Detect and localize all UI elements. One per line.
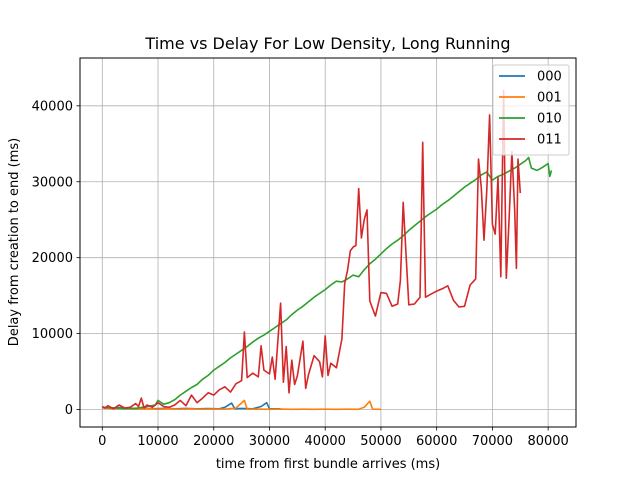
x-tick-label: 70000 xyxy=(472,434,513,449)
x-tick-label: 20000 xyxy=(193,434,234,449)
legend-label-010: 010 xyxy=(537,112,562,127)
grid xyxy=(80,58,576,427)
y-tick-label: 20000 xyxy=(32,251,73,266)
plot-frame xyxy=(79,57,577,428)
legend-label-011: 011 xyxy=(537,133,562,148)
x-tick-label: 80000 xyxy=(527,434,568,449)
x-tick-label: 10000 xyxy=(137,434,178,449)
x-tick-label: 0 xyxy=(98,434,106,449)
x-tick-label: 60000 xyxy=(416,434,457,449)
y-tick-label: 10000 xyxy=(32,327,73,342)
x-tick-label: 50000 xyxy=(360,434,401,449)
legend-label-000: 000 xyxy=(537,70,562,85)
series-line-001 xyxy=(102,399,381,411)
chart-title: Time vs Delay For Low Density, Long Runn… xyxy=(144,34,510,53)
legend: 000 001 010 011 xyxy=(492,64,570,156)
x-axis-label: time from first bundle arrives (ms) xyxy=(216,457,440,472)
x-tick-label: 30000 xyxy=(249,434,290,449)
legend-label-001: 001 xyxy=(537,91,562,106)
legend-box xyxy=(492,64,570,156)
y-tick-label: 40000 xyxy=(32,99,73,114)
series-line-011 xyxy=(101,89,522,410)
x-tick-label: 40000 xyxy=(305,434,346,449)
y-tick-label: 30000 xyxy=(32,175,73,190)
series-layer xyxy=(101,89,553,411)
axis-ticks: 0 10000 20000 30000 40000 50000 60000 70000 8000… xyxy=(32,99,569,449)
y-axis-label: Delay from creation to end (ms) xyxy=(7,138,22,346)
y-tick-label: 0 xyxy=(65,403,73,418)
